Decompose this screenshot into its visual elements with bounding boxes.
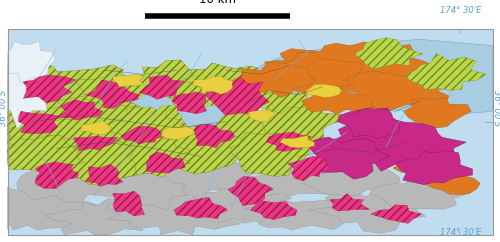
Polygon shape bbox=[174, 197, 228, 219]
Polygon shape bbox=[193, 76, 232, 94]
Polygon shape bbox=[106, 190, 240, 235]
Polygon shape bbox=[250, 201, 297, 220]
Polygon shape bbox=[204, 77, 270, 115]
Polygon shape bbox=[86, 164, 123, 186]
Polygon shape bbox=[113, 74, 144, 87]
Polygon shape bbox=[8, 135, 85, 174]
Polygon shape bbox=[192, 105, 282, 153]
Polygon shape bbox=[162, 126, 195, 140]
Polygon shape bbox=[104, 96, 220, 143]
Polygon shape bbox=[242, 77, 308, 114]
Polygon shape bbox=[8, 50, 47, 129]
Polygon shape bbox=[56, 68, 197, 134]
Polygon shape bbox=[130, 93, 174, 110]
Polygon shape bbox=[304, 156, 400, 196]
Polygon shape bbox=[266, 132, 312, 151]
Polygon shape bbox=[241, 166, 332, 197]
Polygon shape bbox=[113, 191, 144, 216]
Polygon shape bbox=[8, 187, 100, 230]
Text: 36° 00ʹS: 36° 00ʹS bbox=[492, 90, 500, 126]
Polygon shape bbox=[44, 140, 136, 186]
Polygon shape bbox=[248, 110, 275, 122]
Polygon shape bbox=[250, 39, 492, 115]
Polygon shape bbox=[370, 176, 469, 209]
Polygon shape bbox=[94, 170, 200, 211]
Polygon shape bbox=[193, 124, 235, 148]
Polygon shape bbox=[121, 126, 162, 144]
Text: 174° 30ʹE: 174° 30ʹE bbox=[440, 6, 481, 15]
Polygon shape bbox=[371, 205, 422, 223]
Polygon shape bbox=[74, 136, 118, 151]
Polygon shape bbox=[96, 135, 192, 178]
Text: 36° 00ʹS: 36° 00ʹS bbox=[0, 90, 8, 126]
Polygon shape bbox=[404, 97, 471, 128]
Polygon shape bbox=[86, 80, 140, 108]
Polygon shape bbox=[31, 65, 134, 117]
Polygon shape bbox=[280, 135, 314, 148]
Polygon shape bbox=[120, 60, 228, 111]
Polygon shape bbox=[308, 188, 426, 233]
Polygon shape bbox=[306, 137, 390, 179]
Bar bbox=[0, 0, 500, 29]
Polygon shape bbox=[57, 100, 103, 120]
Polygon shape bbox=[81, 121, 112, 134]
Polygon shape bbox=[176, 105, 227, 128]
Polygon shape bbox=[396, 151, 472, 185]
Polygon shape bbox=[232, 63, 316, 98]
Text: 174° 30ʹE: 174° 30ʹE bbox=[440, 228, 481, 237]
Polygon shape bbox=[406, 53, 486, 91]
Polygon shape bbox=[23, 75, 76, 103]
Text: 10 km: 10 km bbox=[199, 0, 236, 6]
Polygon shape bbox=[182, 63, 266, 100]
Polygon shape bbox=[280, 42, 436, 94]
Polygon shape bbox=[138, 122, 250, 174]
Polygon shape bbox=[18, 111, 59, 134]
Polygon shape bbox=[8, 41, 56, 84]
Polygon shape bbox=[306, 84, 342, 97]
Polygon shape bbox=[8, 59, 62, 101]
Bar bbox=[8, 29, 492, 235]
Polygon shape bbox=[8, 74, 101, 155]
Polygon shape bbox=[326, 113, 466, 171]
Bar bbox=[0, 235, 500, 242]
Polygon shape bbox=[330, 194, 370, 211]
Polygon shape bbox=[165, 92, 259, 134]
Polygon shape bbox=[17, 165, 118, 203]
Polygon shape bbox=[288, 156, 331, 181]
Polygon shape bbox=[228, 176, 274, 206]
Polygon shape bbox=[230, 130, 310, 176]
Polygon shape bbox=[46, 98, 182, 157]
Polygon shape bbox=[393, 150, 443, 173]
Polygon shape bbox=[262, 100, 344, 141]
Polygon shape bbox=[336, 71, 452, 112]
Polygon shape bbox=[198, 178, 292, 224]
Polygon shape bbox=[172, 92, 206, 114]
Polygon shape bbox=[140, 75, 184, 99]
Polygon shape bbox=[354, 38, 423, 69]
Polygon shape bbox=[162, 159, 260, 197]
Polygon shape bbox=[35, 162, 78, 189]
Polygon shape bbox=[258, 52, 363, 95]
Polygon shape bbox=[8, 106, 117, 163]
Polygon shape bbox=[146, 152, 185, 173]
Polygon shape bbox=[423, 171, 480, 195]
Polygon shape bbox=[44, 198, 156, 235]
Polygon shape bbox=[338, 108, 400, 138]
Polygon shape bbox=[244, 200, 349, 230]
Polygon shape bbox=[302, 86, 372, 114]
Bar bbox=[8, 29, 492, 235]
